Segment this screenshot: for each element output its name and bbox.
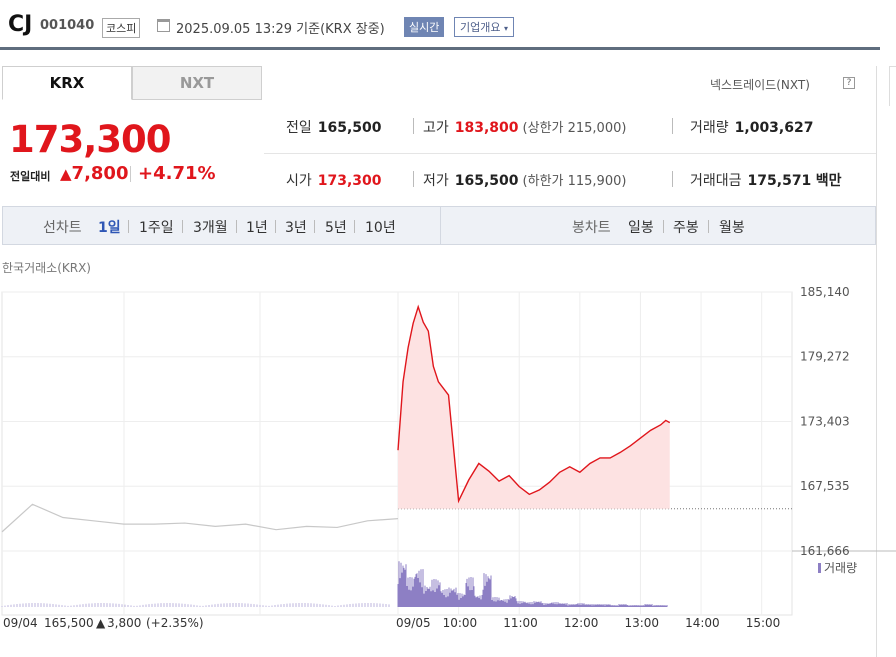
period-10y[interactable]: 10년 [365, 220, 396, 236]
realtime-button[interactable]: 실시간 [404, 17, 445, 37]
price-change-value: 7,800 [71, 163, 129, 184]
company-overview-dropdown[interactable]: 기업개요 ▾ [454, 17, 514, 37]
high-cell: 고가 183,800 (상한가 215,000) [423, 117, 626, 137]
prev-day-line [1, 503, 399, 533]
lower-limit: (하한가 115,900) [522, 174, 627, 189]
divider [672, 171, 673, 187]
divider [275, 220, 276, 233]
prev-close-value: 165,500 [317, 120, 382, 136]
market-badge: 코스피 [102, 18, 141, 38]
candle-weekly[interactable]: 주봉 [673, 220, 699, 236]
x-tick-label: 14:00 [685, 616, 720, 630]
open-cell: 시가 173,300 [286, 170, 382, 190]
low-value: 165,500 [454, 173, 519, 189]
volume-legend-label: 거래량 [824, 561, 857, 575]
prev-day-pct: (+2.35%) [146, 616, 204, 630]
prev-day-change: 3,800 [107, 616, 141, 630]
divider [314, 220, 315, 233]
volume-value: 1,003,627 [734, 120, 814, 136]
stock-header: CJ 001040 코스피 2025.09.05 13:29 기준(KRX 장중… [0, 0, 880, 50]
x-tick-label: 13:00 [624, 616, 659, 630]
period-3m[interactable]: 3개월 [193, 220, 228, 236]
amount-unit: 백만 [815, 173, 842, 189]
period-bar: 선차트 1일 1주일 3개월 1년 3년 5년 10년 봉차트 일봉 주봉 월봉 [2, 206, 876, 245]
y-tick-label: 185,140 [800, 285, 850, 299]
change-label: 전일대비 [10, 170, 51, 183]
candle-chart-title: 봉차트 [572, 220, 611, 236]
candle-monthly[interactable]: 월봉 [719, 220, 745, 236]
side-panel-edge [889, 66, 896, 106]
amount-label: 거래대금 [690, 173, 742, 189]
divider [354, 220, 355, 233]
tab-krx[interactable]: KRX [2, 66, 132, 100]
divider [413, 171, 414, 187]
candle-daily[interactable]: 일봉 [628, 220, 654, 236]
x-tick-label: 11:00 [503, 616, 538, 630]
quote-time: 2025.09.05 13:29 기준(KRX 장중) [176, 22, 385, 37]
triangle-up-icon: ▲ [96, 616, 106, 630]
x-tick-label: 10:00 [443, 616, 478, 630]
volume-label: 거래량 [690, 120, 729, 136]
price-change: ▲7,800 [60, 163, 128, 184]
y-tick-label: 167,535 [800, 479, 850, 493]
line-chart-title: 선차트 [43, 220, 82, 236]
divider [182, 220, 183, 233]
low-cell: 저가 165,500 (하한가 115,900) [423, 170, 626, 190]
prev-close-label: 전일 [286, 120, 312, 136]
today-area [398, 306, 670, 509]
divider [663, 220, 664, 233]
divider [236, 220, 237, 233]
price-change-pct: +4.71% [138, 163, 216, 184]
y-tick-label: 161,666 [800, 544, 850, 558]
amount-cell: 거래대금 175,571 백만 [690, 170, 842, 190]
tab-nxt[interactable]: NXT [132, 66, 262, 100]
divider [130, 166, 131, 182]
divider [440, 207, 441, 244]
triangle-down-icon: ▾ [503, 24, 508, 33]
company-overview-label: 기업개요 [460, 21, 501, 34]
high-label: 고가 [423, 120, 449, 136]
period-1w[interactable]: 1주일 [139, 220, 174, 236]
triangle-up-icon: ▲ [60, 165, 72, 183]
open-label: 시가 [286, 173, 312, 189]
help-icon[interactable]: ? [843, 77, 855, 89]
divider [672, 118, 673, 134]
volume-legend-swatch [818, 563, 821, 573]
x-tick-label: 09/05 [396, 616, 431, 630]
current-price: 173,300 [9, 118, 172, 161]
period-1y[interactable]: 1년 [246, 220, 268, 236]
prev-day-date: 09/04 [3, 616, 38, 630]
period-3y[interactable]: 3년 [285, 220, 307, 236]
exchange-label: 한국거래소(KRX) [2, 261, 91, 275]
y-tick-label: 179,272 [800, 350, 850, 364]
nxt-link[interactable]: 넥스트레이드(NXT) [710, 78, 810, 92]
x-tick-label: 15:00 [746, 616, 781, 630]
stock-code: 001040 [40, 18, 95, 33]
low-label: 저가 [423, 173, 449, 189]
upper-limit: (상한가 215,000) [522, 121, 627, 136]
calendar-icon [157, 19, 170, 32]
stock-name: CJ [8, 12, 33, 37]
y-tick-label: 173,403 [800, 415, 850, 429]
volume-cell: 거래량 1,003,627 [690, 117, 813, 137]
period-1d[interactable]: 1일 [98, 220, 121, 236]
divider [413, 118, 414, 134]
amount-value: 175,571 [747, 173, 812, 189]
side-panel [876, 66, 896, 657]
high-value: 183,800 [454, 120, 519, 136]
prev-close-cell: 전일 165,500 [286, 117, 382, 137]
divider [128, 220, 129, 233]
x-tick-label: 12:00 [564, 616, 599, 630]
divider [264, 153, 876, 154]
open-value: 173,300 [317, 173, 382, 189]
prev-day-close: 165,500 [44, 616, 94, 630]
period-5y[interactable]: 5년 [325, 220, 347, 236]
divider [708, 220, 709, 233]
chart-frame [1, 291, 793, 616]
